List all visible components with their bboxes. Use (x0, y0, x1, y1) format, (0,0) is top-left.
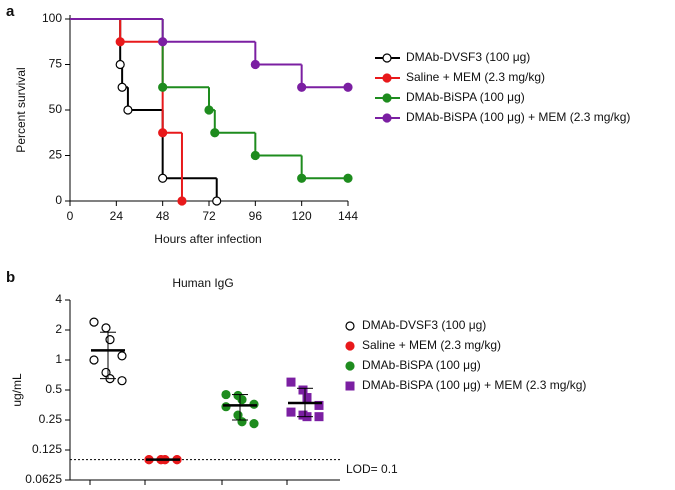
marker (105, 335, 115, 345)
x-tick-label: 72 (202, 209, 216, 223)
x-tick-label: 24 (110, 209, 124, 223)
marker (158, 173, 168, 183)
marker (117, 82, 127, 92)
x-tick-label: 0 (67, 209, 74, 223)
y-tick-label: 2 (55, 322, 62, 336)
legend-marker (345, 381, 355, 391)
legend-label: DMAb-DVSF3 (100 μg) (406, 50, 530, 64)
y-tick-label: 75 (49, 57, 63, 71)
legend-marker (345, 321, 355, 331)
marker (314, 412, 324, 422)
marker (343, 173, 353, 183)
marker (123, 105, 133, 115)
marker (297, 173, 307, 183)
x-tick-label: 120 (292, 209, 312, 223)
x-tick-label: 144 (338, 209, 358, 223)
marker (250, 150, 260, 161)
legend-marker (382, 53, 392, 63)
y-axis-title: Percent survival (14, 67, 28, 152)
marker (221, 389, 231, 400)
x-tick-label: 48 (156, 209, 170, 223)
legend-label: DMAb-BiSPA (100 μg) + MEM (2.3 mg/kg) (406, 110, 630, 124)
legend-marker (382, 113, 392, 123)
legend-marker (345, 361, 355, 371)
y-tick-label: 0.125 (32, 442, 62, 456)
legend-marker (345, 341, 355, 351)
marker (249, 419, 259, 429)
y-tick-label: 50 (49, 102, 63, 116)
marker (297, 82, 307, 92)
lod-label: LOD= 0.1 (346, 462, 398, 476)
marker (286, 407, 296, 417)
marker (158, 128, 168, 138)
legend-marker (382, 73, 392, 83)
legend-label: DMAb-DVSF3 (100 μg) (362, 318, 486, 332)
marker (298, 385, 308, 395)
y-tick-label: 0 (55, 193, 62, 207)
panel-label: a (6, 3, 15, 20)
panel-label: b (6, 269, 15, 286)
legend-label: Saline + MEM (2.3 mg/kg) (362, 338, 501, 352)
marker (204, 105, 214, 115)
y-axis-title: ug/mL (10, 373, 24, 407)
marker (177, 196, 187, 206)
chart-title: Human IgG (172, 276, 233, 290)
marker (212, 196, 222, 206)
y-tick-label: 0.25 (39, 412, 63, 426)
marker (250, 59, 260, 70)
marker (158, 37, 168, 47)
marker (237, 417, 247, 427)
marker (117, 351, 127, 361)
marker (115, 59, 125, 70)
marker (89, 317, 99, 327)
marker (101, 323, 111, 333)
marker (115, 37, 125, 47)
marker (221, 402, 231, 412)
marker (302, 393, 312, 403)
marker (286, 377, 296, 387)
marker (343, 82, 353, 92)
legend-label: Saline + MEM (2.3 mg/kg) (406, 70, 545, 84)
y-tick-label: 1 (55, 352, 62, 366)
legend-label: DMAb-BiSPA (100 μg) (362, 358, 481, 372)
y-tick-label: 4 (55, 292, 62, 306)
marker (89, 355, 99, 365)
y-tick-label: 0.0625 (25, 472, 62, 486)
x-axis-title: Hours after infection (154, 232, 261, 246)
x-tick-label: 96 (249, 209, 263, 223)
legend-label: DMAb-BiSPA (100 μg) (406, 90, 525, 104)
marker (210, 128, 220, 138)
y-tick-label: 0.5 (45, 382, 62, 396)
legend-marker (382, 93, 392, 103)
marker (314, 400, 324, 410)
legend-label: DMAb-BiSPA (100 μg) + MEM (2.3 mg/kg) (362, 378, 586, 392)
y-tick-label: 25 (49, 148, 63, 162)
marker (237, 395, 247, 405)
y-tick-label: 100 (42, 11, 62, 25)
marker (117, 376, 127, 386)
marker (158, 82, 168, 92)
